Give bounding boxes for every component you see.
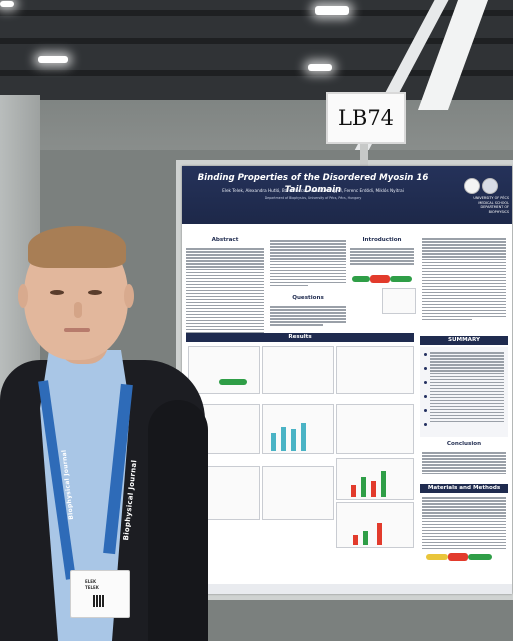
bullet <box>424 353 427 356</box>
results-bar-chart <box>336 458 414 500</box>
poster-authors: Elek Telek, Alexandra Hutló, Bálint Bécs… <box>222 188 404 193</box>
ceiling-light <box>308 64 332 71</box>
questions-text <box>270 306 346 327</box>
university-name: UNIVERSITY OF PÉCS MEDICAL SCHOOL DEPART… <box>465 196 509 214</box>
results-figure <box>188 346 260 394</box>
model-diagram <box>468 554 492 560</box>
poster-affiliation: Department of Biophysics, University of … <box>264 196 362 200</box>
poster-number-sign: LB74 <box>326 92 406 144</box>
university-line: DEPARTMENT OF BIOPHYSICS <box>480 205 509 214</box>
conclusion-heading: Conclusion <box>446 441 482 447</box>
results-figure <box>336 404 414 454</box>
chart-bar <box>353 535 358 545</box>
abstract-heading: Abstract <box>211 237 239 243</box>
poster: Binding Properties of the Disordered Myo… <box>182 166 512 594</box>
chart-bar <box>361 477 366 497</box>
poster-title: Binding Properties of the Disordered Myo… <box>197 173 429 195</box>
ceiling-light <box>0 1 14 7</box>
left-eye <box>50 290 64 295</box>
ceiling-light <box>38 56 68 63</box>
model-diagram <box>426 554 448 560</box>
department-logo <box>482 178 498 194</box>
university-line: MEDICAL SCHOOL <box>478 200 509 205</box>
name-badge: ELEK TELEK <box>70 570 130 618</box>
right-ear <box>124 284 134 308</box>
results-figure <box>336 346 414 394</box>
badge-last-name: TELEK <box>85 585 99 590</box>
domain-diagram <box>370 275 390 283</box>
construct-diagram <box>219 379 247 385</box>
poster-header: Binding Properties of the Disordered Myo… <box>182 166 512 224</box>
ceiling-beam <box>0 70 513 76</box>
results-figure <box>262 466 334 520</box>
results-bar-chart <box>262 404 334 454</box>
nose <box>74 302 82 318</box>
bullet <box>424 381 427 384</box>
bullet <box>424 395 427 398</box>
bullet <box>424 423 427 426</box>
chart-bar <box>351 485 356 497</box>
jacket-sleeve <box>148 400 208 641</box>
summary-box <box>420 347 508 437</box>
results-bar-chart <box>336 502 414 548</box>
methods-heading: Materials and Methods <box>420 484 508 493</box>
introduction-heading: Introduction <box>362 237 402 243</box>
bullet <box>424 409 427 412</box>
results-heading: Results <box>186 333 414 342</box>
bullet <box>424 367 427 370</box>
domain-diagram <box>390 276 412 282</box>
left-ear <box>18 284 28 308</box>
ceiling-beam <box>0 38 513 44</box>
conclusion-text <box>422 452 506 476</box>
ceiling-beam <box>0 10 513 16</box>
chart-bar <box>281 427 286 451</box>
abstract-text-continued <box>270 240 346 288</box>
chart-bar <box>381 471 386 497</box>
university-line: UNIVERSITY OF PÉCS <box>473 196 509 200</box>
poster-footer <box>182 584 512 594</box>
intro-text-right <box>422 238 506 322</box>
chart-bar <box>377 523 382 545</box>
summary-text <box>430 352 504 424</box>
chart-bar <box>363 531 368 545</box>
model-diagram <box>448 553 468 561</box>
summary-heading: SUMMARY <box>420 336 508 345</box>
questions-heading: Questions <box>292 295 324 301</box>
mouth <box>64 328 90 332</box>
chart-bar <box>291 429 296 451</box>
introduction-text <box>350 248 414 266</box>
qr-code-icon <box>93 595 105 607</box>
chart-bar <box>301 423 306 451</box>
right-eye <box>88 290 102 295</box>
badge-first-name: ELEK <box>85 579 97 584</box>
chart-bar <box>371 481 376 497</box>
results-figure <box>262 346 334 394</box>
hair <box>28 226 126 268</box>
intro-figure <box>382 288 416 314</box>
sign-post <box>360 144 368 174</box>
university-logo <box>464 178 480 194</box>
domain-diagram <box>352 276 370 282</box>
chart-bar <box>271 433 276 451</box>
methods-text <box>422 497 506 551</box>
ceiling-light <box>315 6 349 15</box>
